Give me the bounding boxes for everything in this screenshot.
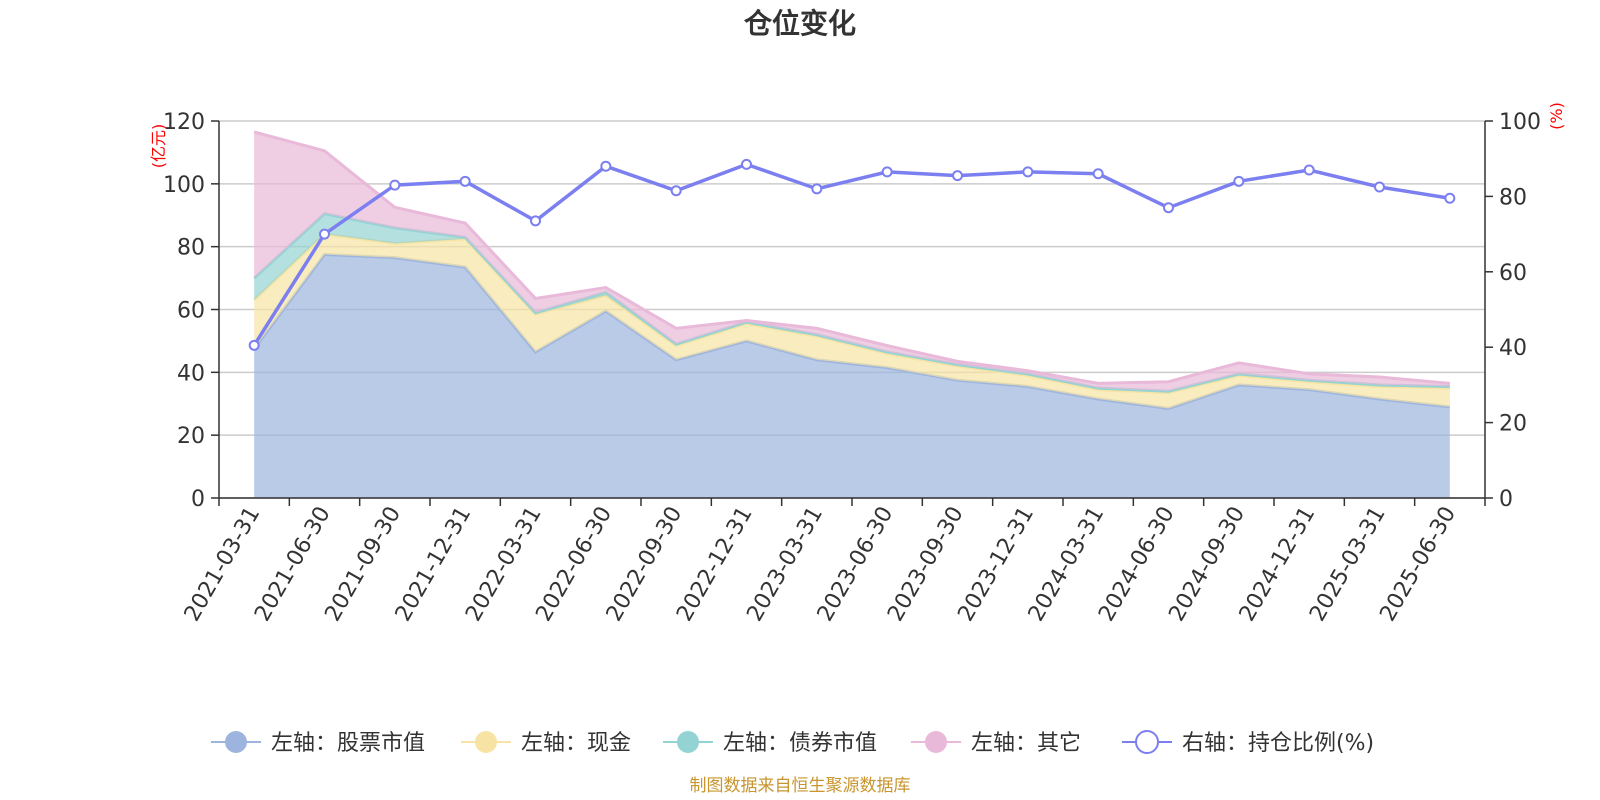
left-tick-label: 20	[177, 424, 205, 449]
holding-ratio-point	[1444, 192, 1456, 204]
right-tick-label: 60	[1499, 261, 1527, 286]
holding-ratio-point	[1374, 181, 1385, 193]
legend-label: 左轴：债券市值	[723, 731, 877, 756]
area-series-1	[254, 254, 1450, 498]
legend-label: 右轴：持仓比例(%)	[1182, 731, 1374, 756]
area-line-series-3	[253, 212, 1450, 393]
holding-ratio-point	[248, 339, 260, 351]
holding-ratio-point	[811, 183, 823, 195]
legend-label: 左轴：其它	[971, 731, 1081, 756]
data-source-note: 制图数据来自恒生聚源数据库	[690, 776, 911, 796]
legend-marker	[677, 731, 699, 753]
holding-ratio-point	[1233, 175, 1245, 187]
holding-ratio-point	[1022, 166, 1034, 178]
legend-label: 左轴：现金	[521, 731, 631, 756]
area-series-2	[254, 234, 1450, 409]
holding-ratio-path	[252, 162, 1451, 347]
chart-title: 仓位变化	[744, 7, 856, 40]
holding-ratio-point	[1092, 168, 1104, 180]
area-line-series-4	[253, 130, 1450, 385]
holding-ratio-point	[1303, 164, 1315, 176]
right-tick-label: 20	[1499, 412, 1527, 437]
left-tick-label: 40	[177, 361, 205, 386]
holding-ratio-point	[881, 166, 893, 178]
holding-ratio-point	[1163, 202, 1174, 214]
left-axis-unit: (亿元)	[149, 124, 168, 169]
legend-marker	[225, 731, 247, 753]
left-tick-label: 0	[191, 487, 205, 512]
holding-ratio-point	[530, 215, 541, 227]
x-tick-label: 2025-06-30	[1375, 503, 1461, 626]
right-tick-label: 40	[1499, 336, 1527, 361]
area-series-3	[254, 213, 1450, 393]
stacked-areas	[252, 130, 1450, 498]
holding-ratio-point	[389, 179, 401, 191]
holding-ratio-point	[952, 170, 963, 182]
legend-marker	[1135, 730, 1159, 754]
right-tick-label: 80	[1499, 185, 1527, 210]
legend: 左轴：股票市值 左轴：现金 左轴：债券市值 左轴：其它 右轴：持仓比例(%)	[211, 730, 1374, 756]
right-axis-unit: (%)	[1547, 102, 1566, 130]
right-tick-label: 100	[1499, 110, 1541, 135]
left-tick-label: 100	[163, 173, 205, 198]
holding-ratio-point	[741, 158, 752, 170]
legend-marker	[925, 731, 947, 753]
holding-ratio-line	[248, 158, 1456, 351]
area-series-4	[254, 131, 1450, 392]
left-tick-label: 120	[163, 110, 205, 135]
left-tick-label: 80	[177, 236, 205, 261]
legend-label: 左轴：股票市值	[271, 731, 425, 756]
holding-ratio-point	[319, 228, 330, 240]
legend-marker	[475, 731, 497, 753]
holding-ratio-point	[670, 185, 682, 197]
left-tick-label: 60	[177, 299, 205, 324]
holding-ratio-point	[459, 175, 471, 187]
right-tick-label: 0	[1499, 487, 1513, 512]
holding-ratio-point	[600, 160, 612, 172]
